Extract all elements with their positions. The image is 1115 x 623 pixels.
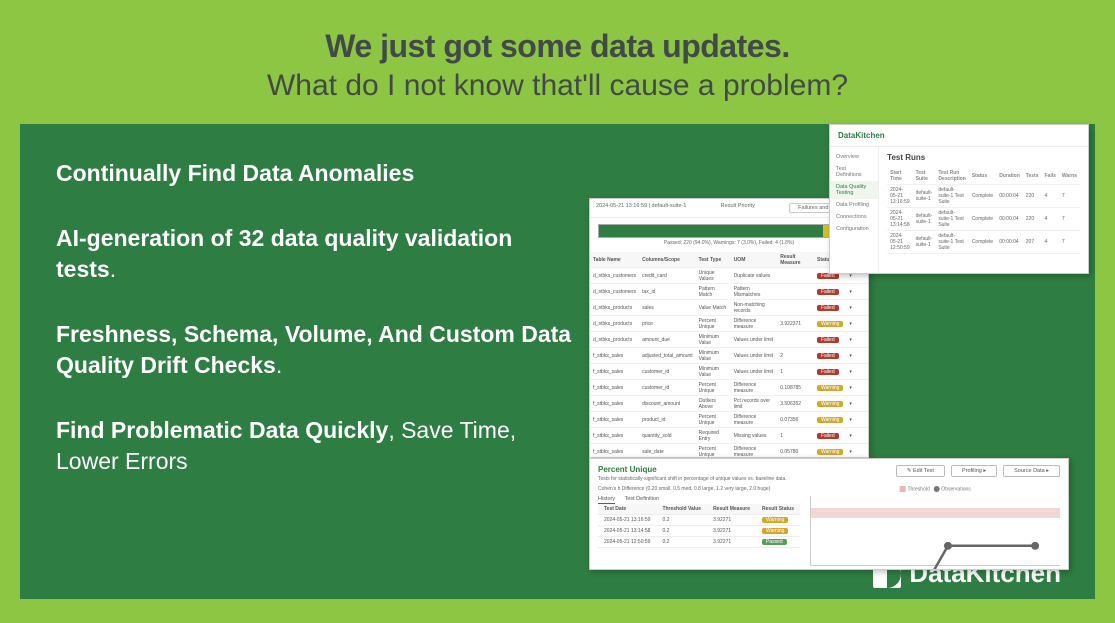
detail-button[interactable]: Source Data ▸ bbox=[1003, 465, 1060, 477]
table-row[interactable]: d_stbks_customerscredit_cardUnique Value… bbox=[590, 268, 868, 284]
results-table: Table NameColumns/ScopeTest TypeUOMResul… bbox=[590, 252, 868, 458]
table-row[interactable]: 2024-05-21 13:14:580.23.92271Warning bbox=[598, 526, 800, 537]
result-bar: Passed: 220 (94.0%), Warnings: 7 (3.0%),… bbox=[590, 218, 868, 252]
table-row[interactable]: f_stbks_salessale_datePercent UniqueDiff… bbox=[590, 444, 868, 459]
row-action-icon[interactable]: ▾ bbox=[846, 364, 868, 380]
sidebar-item[interactable]: Data Profiling bbox=[830, 199, 878, 211]
table-row[interactable]: f_stbks_salesproduct_idPercent UniqueDif… bbox=[590, 412, 868, 428]
sidebar-item[interactable]: Connections bbox=[830, 211, 878, 223]
bullet-item: Freshness, Schema, Volume, And Custom Da… bbox=[56, 319, 576, 381]
screenshot-test-runs: DataKitchen OverviewTest DefinitionsData… bbox=[829, 124, 1089, 274]
table-row[interactable]: 2024-05-21 12:50:59default-suite-1defaul… bbox=[887, 231, 1080, 254]
detail-chart: Threshold Observations bbox=[810, 496, 1060, 566]
bullet-bold: Find Problematic Data Quickly bbox=[56, 417, 388, 443]
bullet-item: Continually Find Data Anomalies bbox=[56, 158, 576, 189]
tab-definition[interactable]: Test Definition bbox=[625, 496, 660, 502]
row-action-icon[interactable]: ▾ bbox=[846, 412, 868, 428]
sidebar-item[interactable]: Overview bbox=[830, 151, 878, 163]
header-subtitle: What do I not know that'll cause a probl… bbox=[0, 69, 1115, 103]
bullet-bold: AI-generation of 32 data quality validat… bbox=[56, 225, 512, 282]
bullet-regular: . bbox=[276, 352, 282, 378]
table-row[interactable]: f_stbks_salesadjusted_total_amountMinimu… bbox=[590, 348, 868, 364]
detail-button[interactable]: Profiling ▸ bbox=[951, 465, 997, 477]
bullet-regular: . bbox=[110, 256, 116, 282]
screenshot-results: 2024-05-21 13:16:59 | default-suite-1 Re… bbox=[589, 198, 869, 458]
app-brand: DataKitchen bbox=[830, 125, 1088, 147]
row-action-icon[interactable]: ▾ bbox=[846, 396, 868, 412]
header-title: We just got some data updates. bbox=[0, 28, 1115, 65]
page-title: Test Runs bbox=[887, 153, 1080, 162]
screenshot-collage: DataKitchen OverviewTest DefinitionsData… bbox=[589, 124, 1089, 554]
row-action-icon[interactable]: ▾ bbox=[846, 348, 868, 364]
row-action-icon[interactable]: ▾ bbox=[846, 380, 868, 396]
table-row[interactable]: 2024-05-21 13:16:590.23.92271Warning bbox=[598, 515, 800, 526]
table-row[interactable]: f_stbks_salescustomer_idPercent UniqueDi… bbox=[590, 380, 868, 396]
bullet-bold: Continually Find Data Anomalies bbox=[56, 160, 414, 186]
slide-header: We just got some data updates. What do I… bbox=[0, 0, 1115, 119]
bullet-item: AI-generation of 32 data quality validat… bbox=[56, 223, 576, 285]
main-panel: Continually Find Data Anomalies AI-gener… bbox=[20, 124, 1095, 599]
chart-legend: Threshold Observations bbox=[900, 486, 971, 492]
sidebar-item[interactable]: Test Definitions bbox=[830, 163, 878, 181]
table-row[interactable]: d_stbks_productssalesValue MatchNon-matc… bbox=[590, 300, 868, 316]
row-action-icon[interactable]: ▾ bbox=[846, 428, 868, 444]
detail-buttons: ✎ Edit Test Profiling ▸ Source Data ▸ bbox=[896, 465, 1060, 477]
tab-history[interactable]: History bbox=[598, 496, 615, 504]
table-row[interactable]: d_stbks_customerstax_idPattern MatchPatt… bbox=[590, 284, 868, 300]
screenshot-detail: Percent Unique Tests for statistically-s… bbox=[589, 458, 1069, 570]
table-row[interactable]: d_stbks_productspricePercent UniqueDiffe… bbox=[590, 316, 868, 332]
table-row[interactable]: d_stbks_productsamount_dueMinimum ValueV… bbox=[590, 332, 868, 348]
bullet-list: Continually Find Data Anomalies AI-gener… bbox=[56, 158, 576, 477]
row-action-icon[interactable]: ▾ bbox=[846, 444, 868, 459]
detail-note: Cohen's h Difference (0.20 small, 0.5 me… bbox=[598, 486, 1060, 492]
sidebar: OverviewTest DefinitionsData Quality Tes… bbox=[830, 147, 879, 273]
bullet-bold: Freshness, Schema, Volume, And Custom Da… bbox=[56, 321, 571, 378]
detail-button[interactable]: ✎ Edit Test bbox=[896, 465, 945, 477]
row-action-icon[interactable]: ▾ bbox=[846, 316, 868, 332]
table-row[interactable]: f_stbks_salescustomer_idMinimum ValueVal… bbox=[590, 364, 868, 380]
bar-caption: Passed: 220 (94.0%), Warnings: 7 (3.0%),… bbox=[598, 238, 860, 250]
row-action-icon[interactable]: ▾ bbox=[846, 332, 868, 348]
table-row[interactable]: 2024-05-21 13:16:59default-suite-1defaul… bbox=[887, 185, 1080, 208]
table-row[interactable]: 2024-05-21 12:50:590.23.92271Passed bbox=[598, 537, 800, 548]
row-action-icon[interactable]: ▾ bbox=[846, 300, 868, 316]
sidebar-item[interactable]: Data Quality Testing bbox=[830, 181, 878, 199]
bullet-item: Find Problematic Data Quickly, Save Time… bbox=[56, 415, 576, 477]
table-row[interactable]: 2024-05-21 13:14:58default-suite-1defaul… bbox=[887, 208, 1080, 231]
priority-label: Result Priority bbox=[721, 203, 755, 213]
table-row[interactable]: f_stbks_salesquantity_soldRequired Entry… bbox=[590, 428, 868, 444]
table-row[interactable]: f_stbks_salesdiscount_amountOutliers Abo… bbox=[590, 396, 868, 412]
row-action-icon[interactable]: ▾ bbox=[846, 284, 868, 300]
sidebar-item[interactable]: Configuration bbox=[830, 223, 878, 235]
run-label: 2024-05-21 13:16:59 | default-suite-1 bbox=[596, 203, 686, 213]
history-table: Test DateThreshold ValueResult MeasureRe… bbox=[598, 504, 800, 548]
test-runs-table: Start TimeTest SuiteTest Run Description… bbox=[887, 168, 1080, 254]
